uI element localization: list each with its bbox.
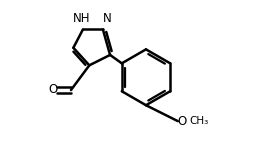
Text: NH: NH bbox=[73, 12, 90, 25]
Text: O: O bbox=[49, 83, 58, 96]
Text: N: N bbox=[102, 12, 111, 25]
Text: CH₃: CH₃ bbox=[190, 116, 209, 126]
Text: O: O bbox=[177, 115, 187, 128]
